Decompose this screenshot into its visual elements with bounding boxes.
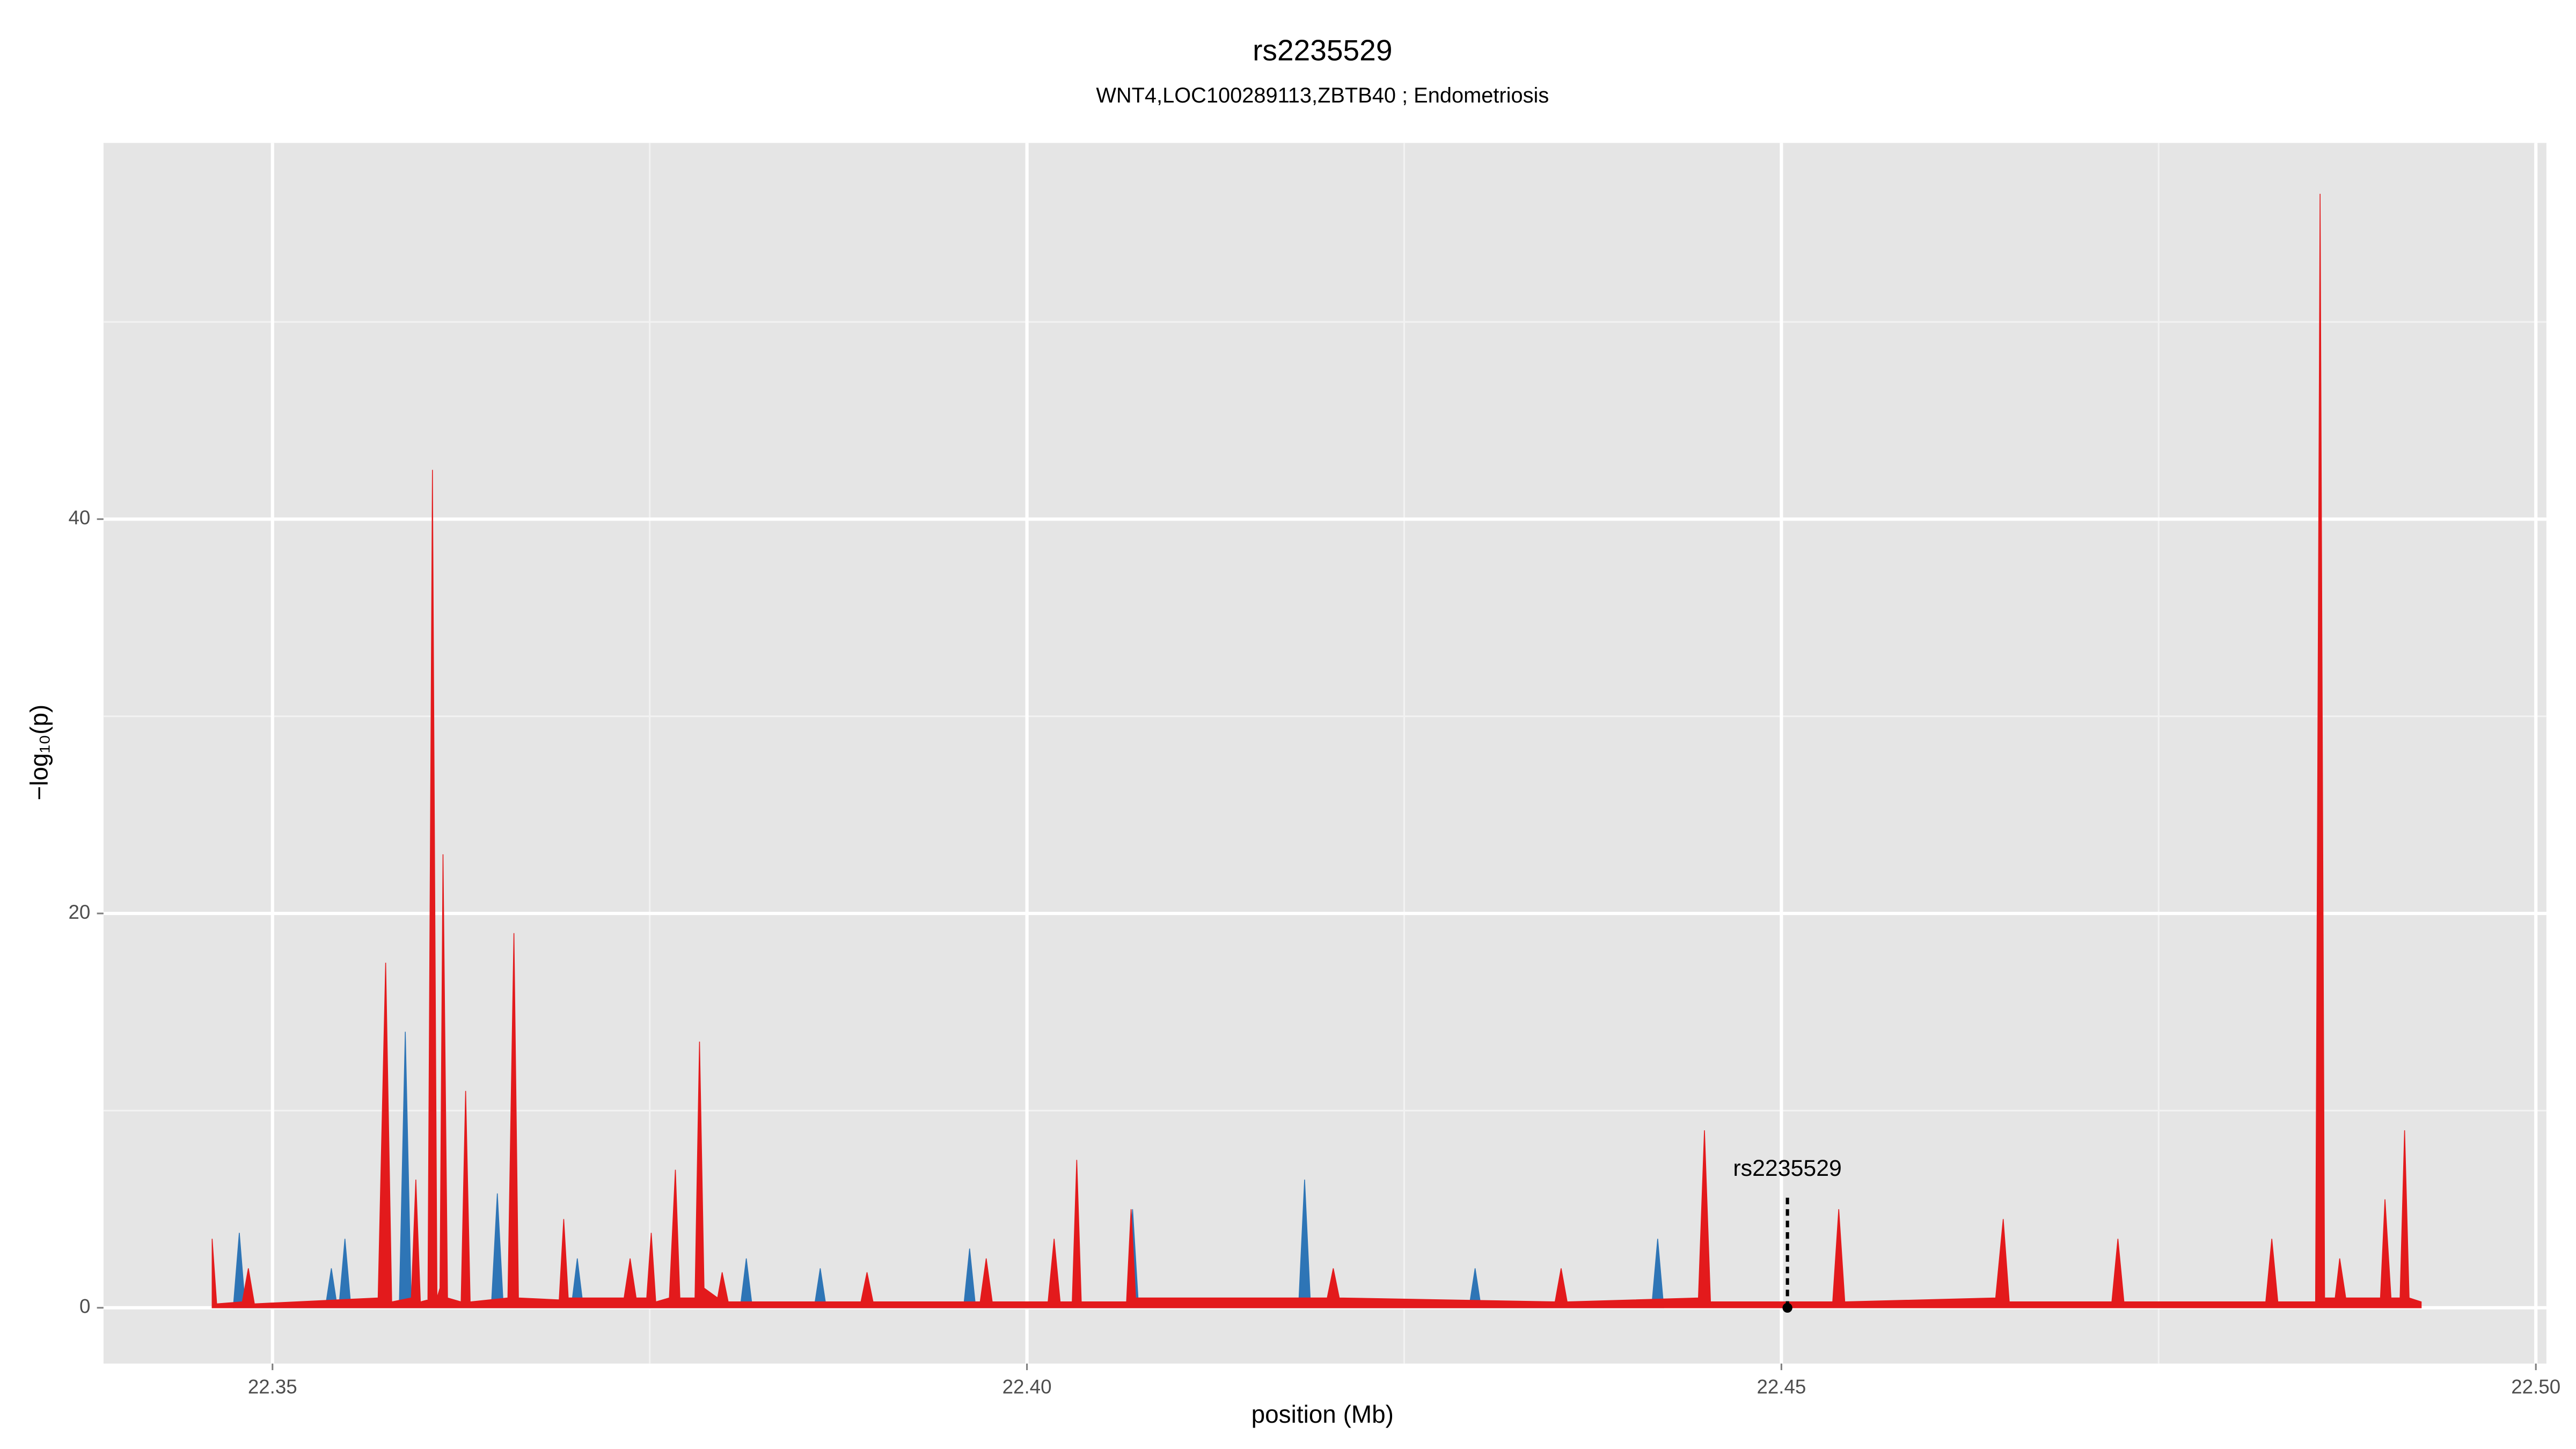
y-tick-label: 40 [69,507,91,529]
marks [211,194,2422,1308]
x-tick-label: 22.50 [2511,1375,2560,1397]
x-tick-label: 22.40 [1002,1375,1052,1397]
annotation-point [1782,1302,1792,1313]
chart-title: rs2235529 [1253,34,1392,67]
x-axis-label: position (Mb) [1252,1400,1394,1428]
x-tick-label: 22.35 [248,1375,297,1397]
chart-subtitle: WNT4,LOC100289113,ZBTB40 ; Endometriosis [1096,84,1549,107]
x-tick-label: 22.45 [1757,1375,1806,1397]
area [211,194,2422,1308]
annotation-label: rs2235529 [1733,1155,1841,1181]
y-tick-label: 20 [69,901,91,923]
plot-panel [103,143,2546,1364]
y-tick-label: 0 [79,1296,90,1318]
y-axis-label: −log₁₀(p) [25,705,53,801]
